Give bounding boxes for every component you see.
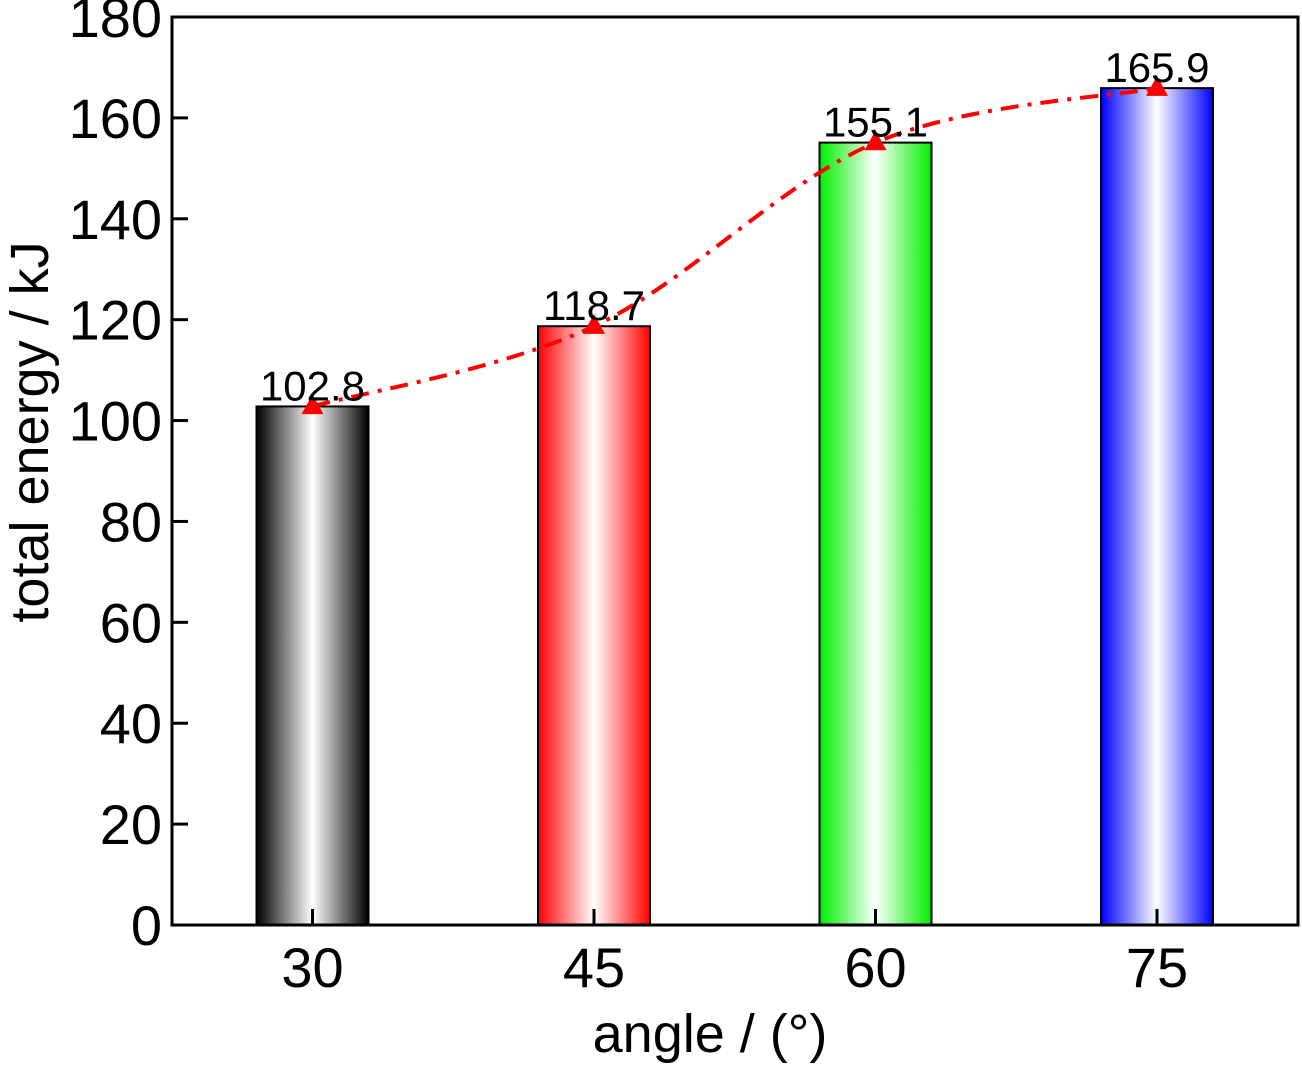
data-label-60: 155.1: [823, 99, 928, 146]
trend-line-layer: [301, 76, 1168, 415]
data-label-75: 165.9: [1104, 44, 1209, 91]
data-labels-layer: 102.8 118.7 155.1 165.9: [260, 44, 1210, 409]
bar-45: [537, 325, 651, 927]
bar-30: [255, 405, 370, 927]
x-tick-label: 60: [844, 936, 906, 999]
y-tick-label: 100: [69, 390, 162, 453]
trend-line: [311, 86, 1158, 409]
line-marker-45: [583, 314, 605, 334]
axes-layer: 0 20 40 60 80 100 120 140 160 180 30 45 60 75: [69, 0, 1189, 999]
y-axis-title: total energy / kJ: [0, 241, 60, 622]
line-marker-60: [864, 130, 887, 151]
x-tick-label: 75: [1126, 936, 1188, 999]
data-label-30: 102.8: [260, 362, 365, 409]
bar-60: [818, 141, 933, 926]
y-tick-label: 80: [100, 490, 162, 553]
y-tick-label: 0: [131, 894, 162, 957]
x-axis-title: angle / (°): [593, 1004, 828, 1064]
data-label-45: 118.7: [543, 282, 645, 329]
line-marker-75: [1146, 76, 1168, 96]
bar-75: [1100, 87, 1214, 927]
bars-layer: [255, 87, 1214, 927]
y-tick-label: 60: [100, 591, 162, 654]
line-marker-30: [301, 394, 324, 415]
y-tick-label: 140: [69, 188, 162, 251]
plot-frame: [170, 15, 1300, 927]
y-tick-label: 40: [100, 692, 162, 755]
y-tick-label: 160: [69, 87, 162, 150]
y-tick-label: 20: [100, 793, 162, 856]
y-tick-label: 120: [69, 289, 162, 352]
x-tick-label: 45: [563, 936, 625, 999]
y-tick-label: 180: [69, 0, 162, 49]
x-tick-label: 30: [281, 936, 343, 999]
